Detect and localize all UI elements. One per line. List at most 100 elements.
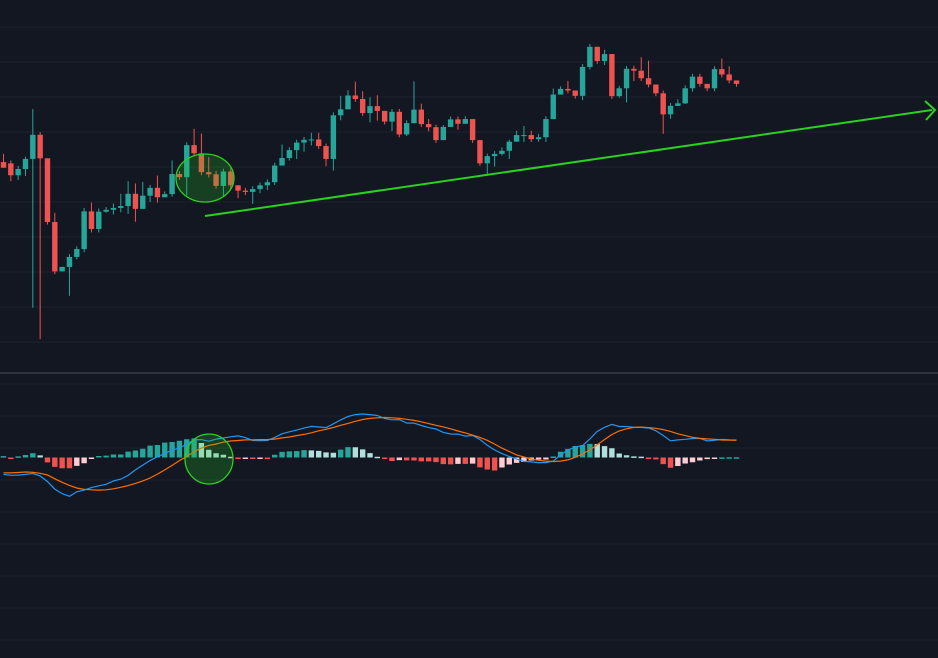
macd-panel-grid: [0, 383, 938, 641]
histogram-bar: [689, 457, 696, 463]
candle: [609, 54, 615, 99]
histogram-bar: [484, 457, 490, 470]
candle-body: [250, 189, 256, 192]
candle-body: [206, 172, 212, 175]
histogram-bar: [513, 457, 520, 463]
candle-body: [653, 84, 659, 94]
candle-body: [477, 140, 483, 164]
candle-body: [0, 162, 7, 168]
histogram-bar: [506, 457, 512, 465]
histogram-bar: [198, 443, 205, 458]
candle-body: [132, 193, 139, 209]
histogram-bar: [242, 457, 249, 459]
candle-body: [52, 222, 58, 272]
candle: [572, 90, 578, 99]
histogram-bar: [521, 457, 527, 462]
histogram-bar: [469, 457, 476, 464]
histogram-bar: [176, 440, 183, 458]
histogram-bar: [433, 457, 439, 463]
candle-body: [44, 158, 51, 223]
histogram-bar: [37, 455, 43, 458]
candle-body: [228, 171, 234, 186]
candle: [242, 187, 249, 196]
candle: [37, 132, 43, 340]
histogram-bar: [110, 454, 117, 458]
candle-body: [543, 119, 549, 138]
histogram-bar: [44, 457, 51, 463]
candle: [257, 182, 263, 194]
candle: [59, 266, 65, 272]
candle: [645, 60, 652, 88]
candle-body: [81, 211, 87, 250]
candle-body: [418, 109, 425, 125]
histogram-bar: [572, 446, 578, 458]
candle: [675, 99, 681, 107]
candle-body: [74, 249, 80, 257]
candle: [30, 109, 36, 308]
candle-body: [59, 266, 65, 272]
candle: [323, 143, 329, 167]
candle-body: [469, 119, 476, 141]
candle-body: [220, 171, 227, 186]
histogram-bar: [411, 457, 417, 461]
candle-body: [103, 209, 109, 212]
candle: [206, 157, 212, 178]
candle: [550, 88, 556, 120]
candle-body: [682, 88, 688, 104]
candle: [381, 110, 388, 125]
candle: [455, 116, 461, 130]
candle: [191, 128, 197, 157]
candle: [396, 109, 403, 138]
histogram-bar: [22, 455, 29, 458]
candle-body: [484, 156, 490, 164]
candle-body: [308, 139, 315, 141]
candle-body: [30, 134, 36, 159]
histogram-bar: [704, 457, 710, 460]
candle-body: [645, 78, 652, 85]
histogram-bar: [697, 457, 703, 461]
histogram-bar: [88, 457, 95, 459]
candle-body: [315, 139, 322, 147]
histogram-bar: [8, 457, 14, 459]
candle-body: [660, 93, 666, 115]
histogram-bar: [301, 450, 307, 458]
candle-body: [528, 135, 534, 140]
candle: [294, 139, 300, 159]
candle: [594, 46, 600, 64]
candle: [733, 80, 740, 87]
candle: [521, 125, 527, 142]
candle-body: [440, 126, 446, 141]
candle-body: [396, 111, 403, 135]
candle: [162, 191, 168, 198]
candle: [374, 95, 381, 121]
candle-body: [294, 142, 300, 151]
histogram-bar: [154, 445, 161, 458]
candle: [528, 130, 534, 142]
histogram-bar: [162, 442, 168, 458]
candle-body: [118, 206, 124, 208]
histogram-bar: [726, 457, 732, 459]
histogram-bar: [30, 453, 36, 458]
candle: [623, 65, 630, 103]
candle-body: [88, 211, 95, 229]
histogram-bar: [213, 453, 219, 458]
histogram-bar: [315, 450, 322, 458]
macd-line: [3, 413, 737, 497]
candle-body: [638, 70, 644, 79]
candle-body: [8, 163, 14, 176]
histogram-bar: [616, 453, 622, 458]
histogram-bar: [682, 457, 688, 464]
histogram-bar: [455, 457, 461, 464]
candle: [169, 160, 175, 197]
candle-body: [521, 135, 527, 137]
candle: [74, 246, 80, 260]
candle-body: [462, 119, 468, 124]
candle: [491, 151, 498, 167]
candle: [337, 95, 344, 121]
candle: [272, 162, 278, 185]
candle-body: [66, 256, 73, 267]
macd-histogram: [0, 438, 740, 471]
candle: [345, 90, 351, 110]
